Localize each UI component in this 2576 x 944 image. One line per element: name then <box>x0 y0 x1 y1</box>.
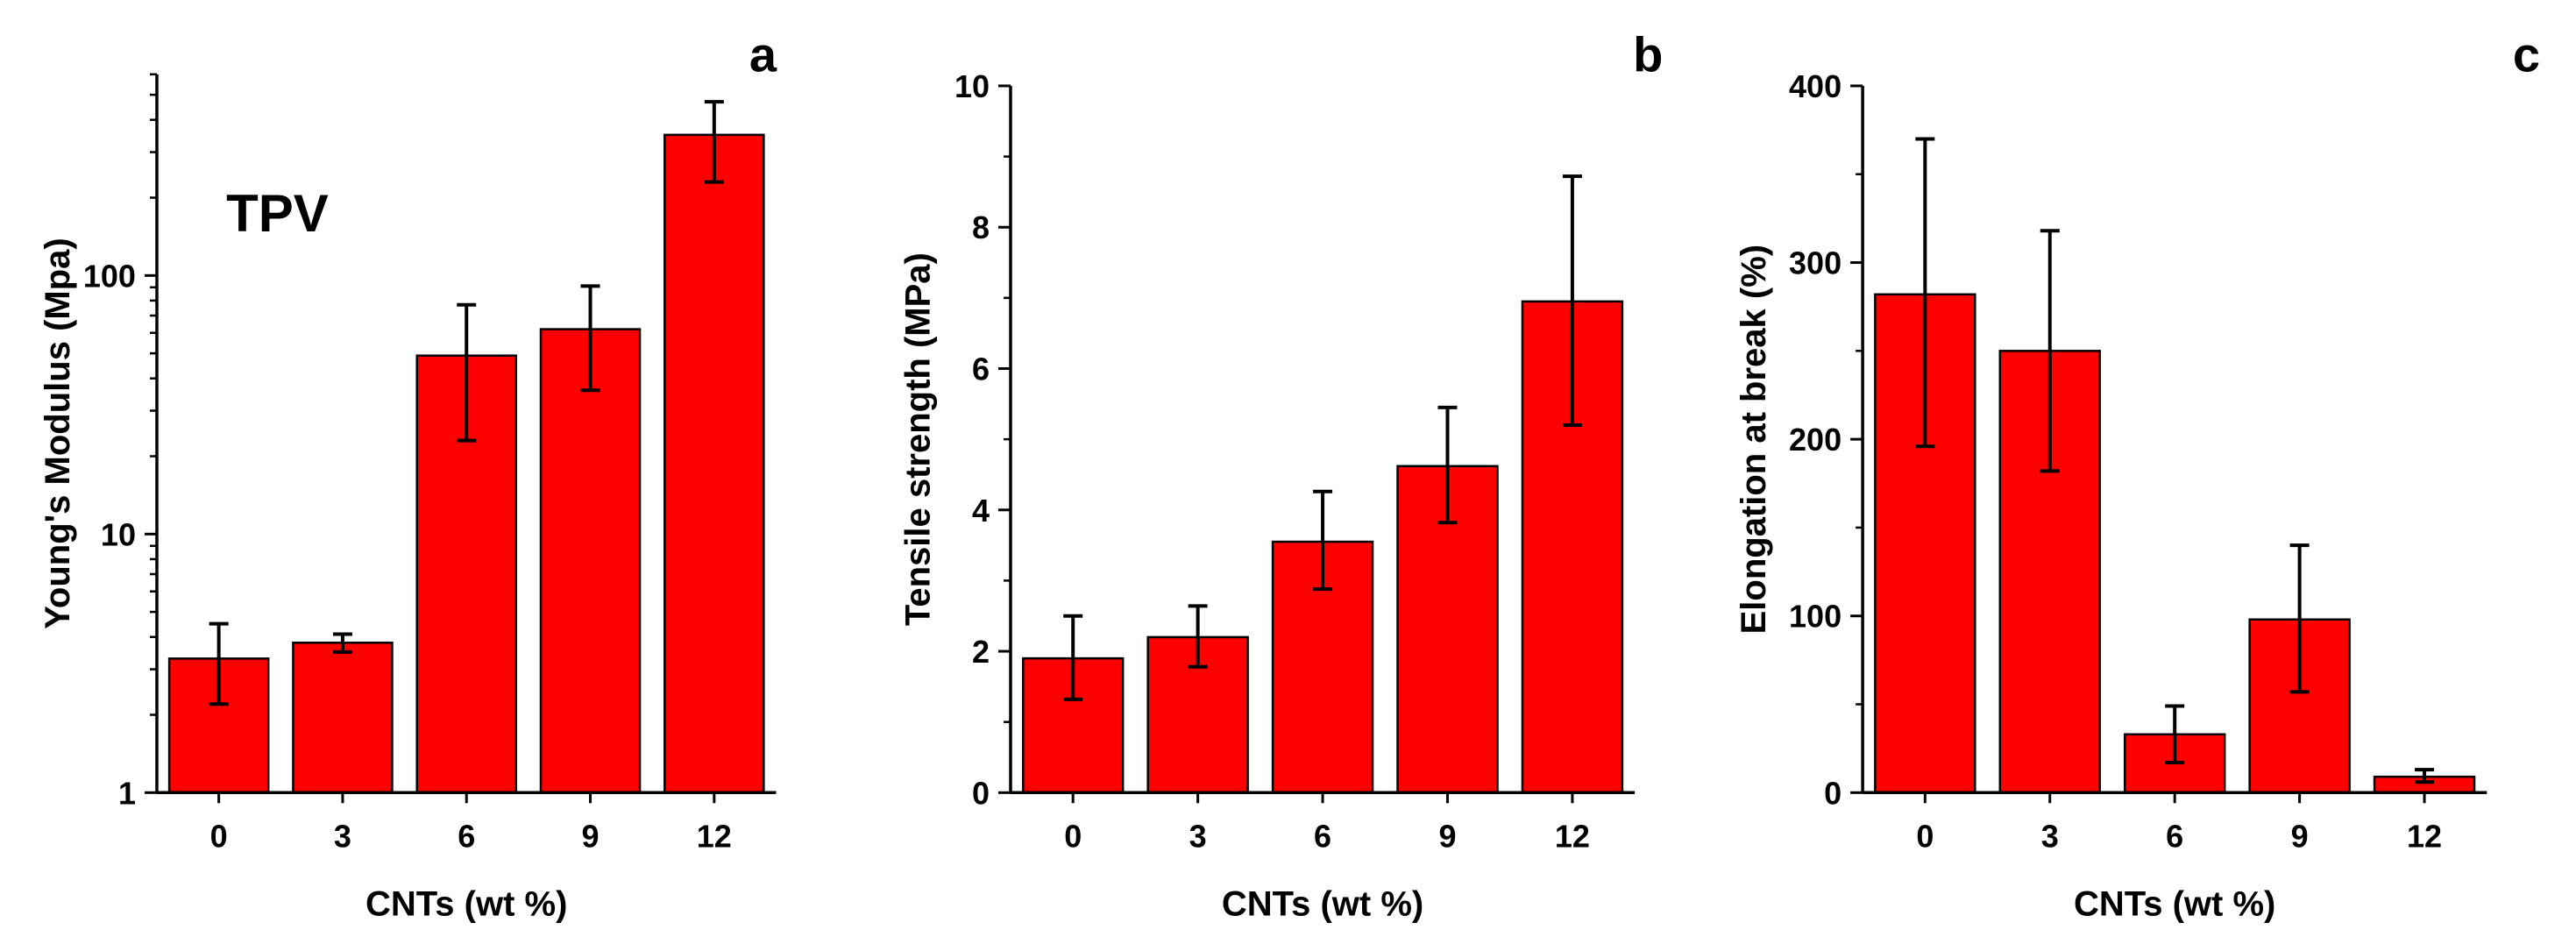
x-axis-title: CNTs (wt %) <box>365 884 567 923</box>
x-tick-label: 6 <box>1314 818 1331 854</box>
x-tick-label: 12 <box>697 818 732 854</box>
x-tick-label: 9 <box>1438 818 1456 854</box>
x-tick-label: 3 <box>1189 818 1207 854</box>
x-tick-label: 3 <box>334 818 351 854</box>
panel-letter: b <box>1633 27 1663 82</box>
x-tick-label: 9 <box>2291 818 2309 854</box>
annotation-label: TPV <box>226 184 329 243</box>
x-tick-label: 6 <box>458 818 475 854</box>
x-tick-label: 0 <box>210 818 228 854</box>
y-tick-label: 8 <box>972 209 990 245</box>
x-tick-label: 6 <box>2166 818 2183 854</box>
y-tick-label: 100 <box>83 258 136 294</box>
x-tick-label: 12 <box>2407 818 2442 854</box>
x-tick-label: 0 <box>1916 818 1934 854</box>
bar-12 <box>664 133 765 794</box>
bar-9 <box>539 328 642 794</box>
y-tick-label: 200 <box>1789 422 1842 458</box>
panel-letter: a <box>749 27 777 82</box>
panel-b: 0 3 6 9 12 0 2 4 6 8 10 CNTs (wt %) Tensile strength… <box>899 27 1664 924</box>
x-tick-label: 12 <box>1555 818 1590 854</box>
bar-3 <box>292 642 394 794</box>
x-axis-title: CNTs (wt %) <box>1222 884 1423 923</box>
y-tick-label: 1 <box>118 775 136 811</box>
x-tick-label: 0 <box>1064 818 1082 854</box>
y-tick-label: 300 <box>1789 245 1842 281</box>
y-tick-label: 6 <box>972 351 990 387</box>
y-tick-label: 0 <box>972 775 990 811</box>
x-tick-label: 9 <box>582 818 600 854</box>
y-tick-label: 2 <box>972 634 990 670</box>
panel-letter: c <box>2513 27 2540 82</box>
y-tick-label: 0 <box>1824 775 1842 811</box>
y-tick-label: 10 <box>954 68 990 104</box>
y-axis-title: Elongation at break (%) <box>1735 245 1773 635</box>
y-tick-label: 400 <box>1789 68 1842 104</box>
y-axis-title: Young's Modulus (Mpa) <box>39 238 77 628</box>
y-tick-label: 100 <box>1789 599 1842 635</box>
panel-a: 0 3 6 9 12 1 10 100 CNTs (wt %) Young's Modulus (… <box>39 27 777 924</box>
y-axis-title: Tensile strength (MPa) <box>899 252 938 626</box>
x-tick-label: 3 <box>2041 818 2059 854</box>
y-tick-label: 10 <box>101 516 136 552</box>
x-axis-title: CNTs (wt %) <box>2074 884 2275 923</box>
y-tick-label: 4 <box>972 493 990 529</box>
panel-c: 0 3 6 9 12 0 100 200 300 400 CNTs (wt %) Elongation… <box>1735 27 2540 924</box>
